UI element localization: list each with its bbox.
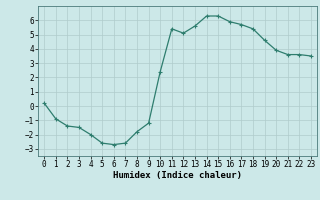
- X-axis label: Humidex (Indice chaleur): Humidex (Indice chaleur): [113, 171, 242, 180]
